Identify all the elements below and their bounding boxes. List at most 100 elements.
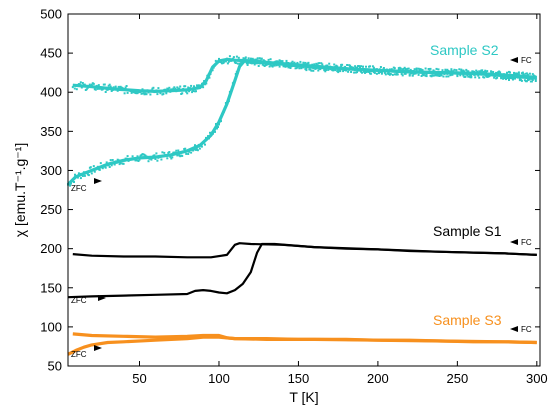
data-point	[442, 75, 445, 78]
data-point	[282, 63, 285, 66]
data-point	[190, 84, 193, 87]
data-point	[172, 87, 175, 90]
data-point	[486, 70, 489, 73]
data-point	[364, 69, 366, 72]
data-point	[238, 62, 241, 65]
series-line-fc	[72, 332, 537, 345]
data-point	[126, 155, 129, 158]
data-point	[358, 69, 360, 72]
data-point	[189, 148, 192, 151]
data-point	[186, 92, 189, 95]
data-point	[70, 182, 72, 185]
data-point	[450, 69, 453, 72]
data-point	[531, 79, 534, 81]
data-point	[359, 68, 361, 71]
data-point	[197, 84, 200, 87]
data-point	[155, 152, 158, 155]
data-point	[481, 69, 484, 72]
data-point	[526, 73, 529, 76]
data-point	[68, 182, 70, 185]
x-axis-title: T [K]	[289, 389, 318, 405]
data-point	[201, 141, 204, 144]
data-point	[254, 58, 257, 61]
data-point	[492, 71, 495, 73]
data-point	[466, 74, 469, 77]
x-tick-label: 50	[132, 371, 146, 386]
data-point	[288, 65, 291, 68]
y-tick-label: 150	[40, 280, 62, 295]
data-point	[78, 172, 81, 175]
data-point	[505, 77, 507, 80]
data-point	[198, 147, 201, 150]
data-point	[343, 67, 346, 70]
data-point	[367, 68, 369, 71]
data-point	[86, 86, 89, 89]
data-point	[74, 173, 76, 176]
data-point	[114, 85, 117, 88]
data-point	[533, 75, 536, 78]
data-point	[531, 73, 534, 76]
y-tick-label: 100	[40, 319, 62, 334]
data-point	[156, 159, 159, 162]
data-point	[89, 166, 92, 169]
data-point	[347, 68, 350, 70]
data-point	[269, 58, 272, 61]
data-point	[96, 165, 99, 168]
data-point	[427, 68, 430, 70]
data-point	[264, 62, 267, 65]
data-point	[516, 72, 518, 75]
data-point	[177, 149, 180, 152]
data-point	[500, 75, 503, 78]
data-point	[347, 70, 350, 73]
data-point	[217, 126, 219, 128]
data-point	[229, 90, 232, 92]
data-point	[288, 63, 291, 66]
data-point	[380, 72, 383, 75]
y-tick-label: 50	[48, 359, 62, 374]
data-point	[482, 76, 485, 79]
data-point	[425, 75, 428, 78]
data-point	[465, 68, 468, 71]
data-point	[383, 71, 386, 74]
data-point	[212, 132, 214, 135]
data-point	[298, 67, 301, 70]
data-point	[294, 64, 297, 67]
data-point	[443, 73, 446, 75]
data-point	[458, 68, 461, 71]
data-point	[240, 62, 243, 65]
data-point	[375, 72, 378, 75]
data-point	[272, 63, 275, 66]
data-point	[205, 136, 207, 139]
data-point	[385, 68, 388, 71]
data-point	[258, 57, 261, 60]
data-point	[324, 70, 327, 73]
data-point	[278, 65, 281, 68]
data-point	[175, 90, 178, 93]
data-point	[501, 74, 504, 77]
data-point	[303, 63, 306, 66]
data-point	[448, 70, 451, 73]
data-point	[220, 120, 222, 123]
data-point	[220, 61, 222, 64]
data-point	[318, 62, 321, 65]
data-point	[341, 68, 344, 70]
data-point	[99, 162, 102, 165]
data-point	[228, 55, 231, 58]
data-point	[85, 88, 88, 91]
data-point	[457, 71, 460, 74]
data-point	[101, 88, 104, 91]
fc-label: FC	[521, 56, 532, 65]
data-point	[242, 57, 245, 60]
x-tick-label: 100	[208, 371, 230, 386]
data-point	[474, 76, 477, 79]
data-point	[99, 87, 102, 90]
data-point	[375, 68, 378, 71]
data-point	[517, 73, 520, 76]
data-point	[353, 71, 356, 74]
data-point	[236, 62, 239, 65]
data-point	[425, 73, 428, 76]
data-point	[401, 74, 404, 77]
data-point	[286, 65, 289, 68]
data-point	[69, 184, 71, 187]
data-point	[165, 92, 168, 95]
